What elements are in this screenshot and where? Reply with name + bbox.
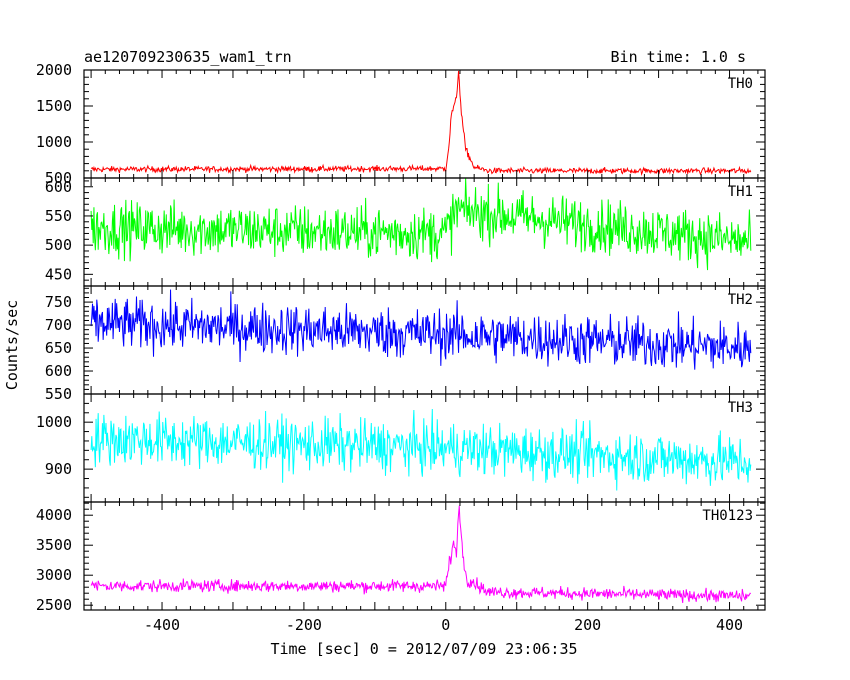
chart-title: ae120709230635_wam1_trn xyxy=(84,48,292,66)
x-tick-label: -200 xyxy=(286,616,322,634)
y-tick-label: 1500 xyxy=(36,97,72,115)
x-tick-label: 400 xyxy=(716,616,743,634)
series-line-th2 xyxy=(90,289,752,370)
y-tick-label: 4000 xyxy=(36,506,72,524)
series-label-th0: TH0 xyxy=(728,76,753,92)
y-tick-label: 900 xyxy=(45,460,72,478)
y-tick-label: 450 xyxy=(45,265,72,283)
y-tick-label: 3500 xyxy=(36,536,72,554)
y-tick-label: 2500 xyxy=(36,596,72,614)
chart-subtitle: Bin time: 1.0 s xyxy=(611,48,746,66)
y-axis-label: Counts/sec xyxy=(3,300,21,390)
y-tick-label: 700 xyxy=(45,316,72,334)
y-tick-label: 500 xyxy=(45,169,72,187)
series-label-th2: TH2 xyxy=(728,292,753,308)
series-label-th3: TH3 xyxy=(728,400,753,416)
x-tick-label: 200 xyxy=(574,616,601,634)
y-tick-label: 600 xyxy=(45,362,72,380)
series-line-th0 xyxy=(90,70,752,176)
panel-frame-th0 xyxy=(83,69,766,179)
y-tick-label: 500 xyxy=(45,236,72,254)
panels: TH0500100015002000TH1450500550600TH25506… xyxy=(36,61,766,634)
panel-frame-th0123 xyxy=(83,501,766,611)
series-line-th1 xyxy=(90,177,752,271)
x-axis-label: Time [sec] 0 = 2012/07/09 23:06:35 xyxy=(270,640,577,658)
series-label-th0123: TH0123 xyxy=(702,508,753,524)
series-line-th0123 xyxy=(90,505,752,604)
x-tick-label: -400 xyxy=(144,616,180,634)
x-tick-label: 0 xyxy=(441,616,450,634)
y-tick-label: 1000 xyxy=(36,133,72,151)
y-tick-label: 3000 xyxy=(36,566,72,584)
y-tick-label: 550 xyxy=(45,385,72,403)
y-tick-label: 600 xyxy=(45,178,72,196)
series-label-th1: TH1 xyxy=(728,184,753,200)
y-tick-label: 2000 xyxy=(36,61,72,79)
series-line-th3 xyxy=(90,408,752,491)
y-tick-label: 650 xyxy=(45,339,72,357)
y-tick-label: 1000 xyxy=(36,413,72,431)
y-tick-label: 550 xyxy=(45,207,72,225)
y-tick-label: 750 xyxy=(45,293,72,311)
